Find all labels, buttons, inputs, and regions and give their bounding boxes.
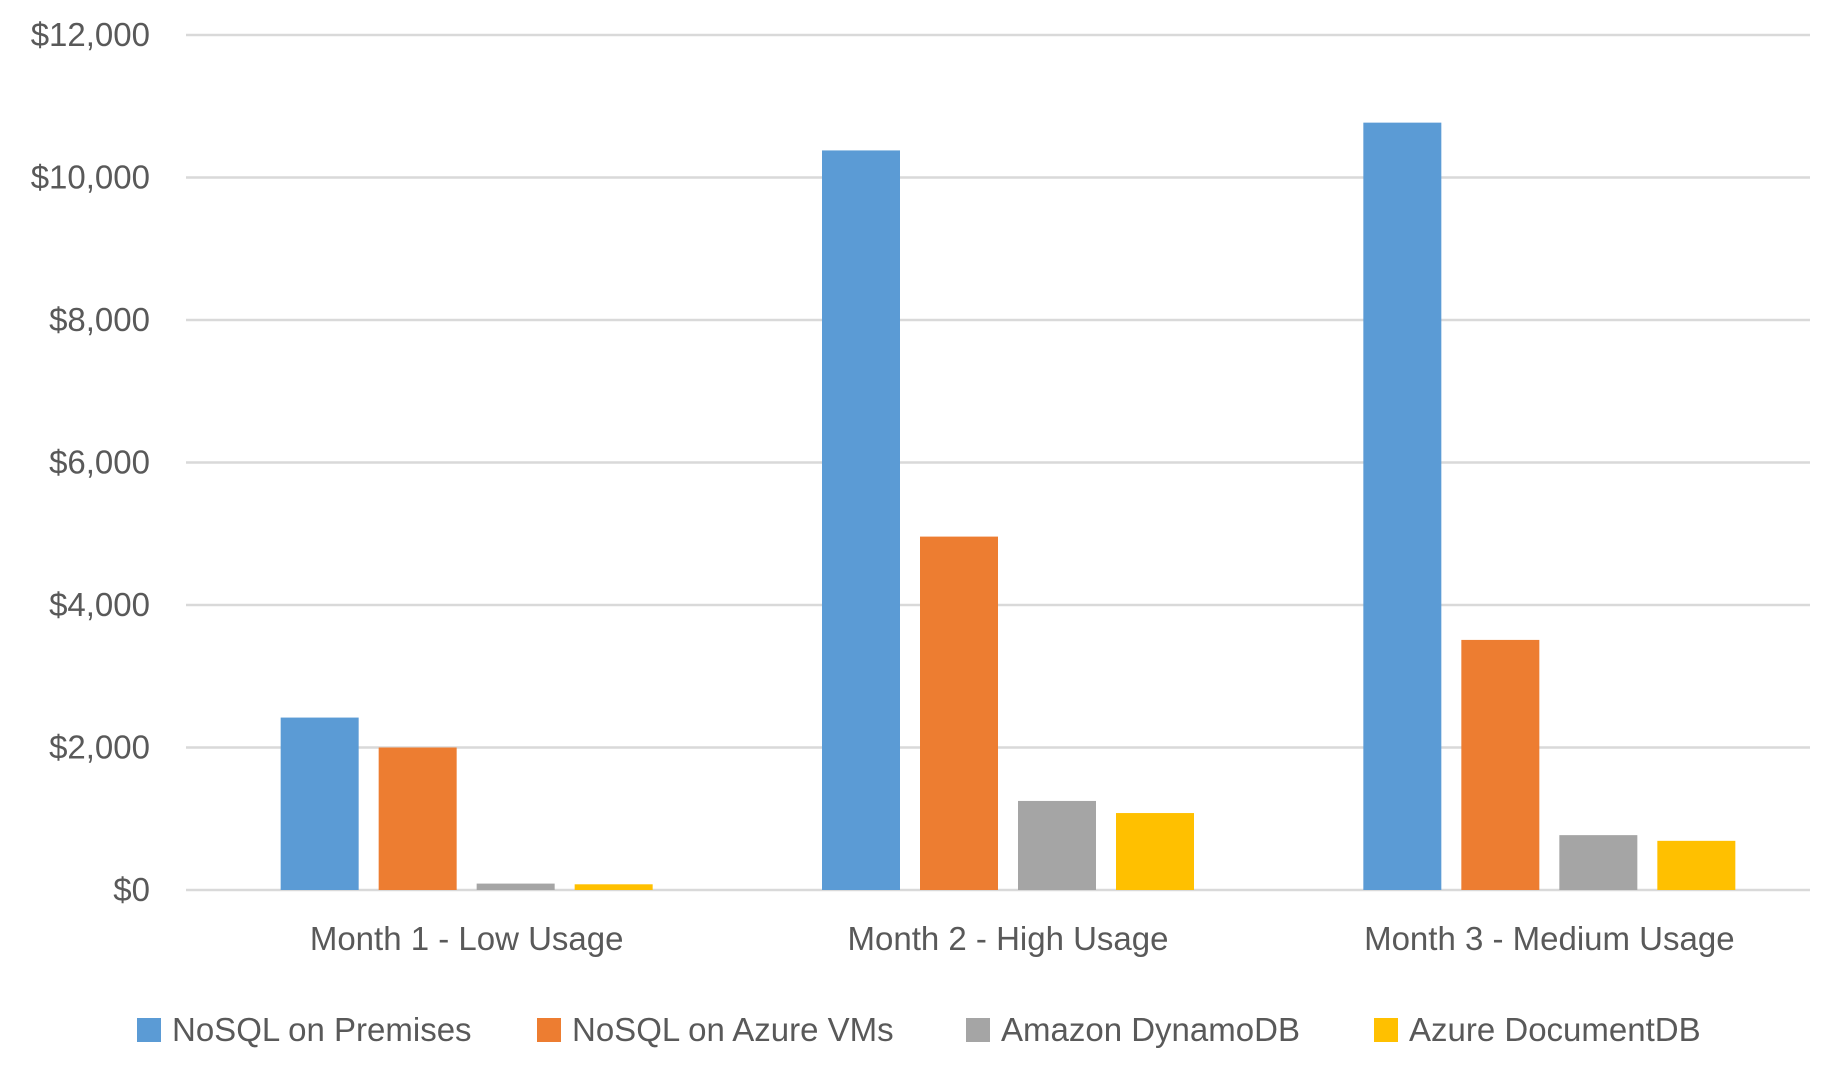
- bar-nosql-on-premises-1: [280, 717, 359, 890]
- legend-label: Azure DocumentDB: [1409, 1011, 1701, 1048]
- legend: NoSQL on Premises NoSQL on Azure VMs Amazo…: [137, 1011, 1701, 1048]
- legend-swatch: [137, 1018, 161, 1042]
- legend-label: NoSQL on Azure VMs: [572, 1011, 894, 1048]
- bars: [280, 122, 1736, 891]
- legend-item-amazon-dynamodb: Amazon DynamoDB: [966, 1011, 1300, 1048]
- bar-amazon-dynamodb-3: [1559, 835, 1638, 890]
- bar-amazon-dynamodb-1: [476, 883, 555, 890]
- legend-swatch: [966, 1018, 990, 1042]
- bar-nosql-on-azure-vms-2: [920, 536, 998, 890]
- legend-swatch: [1374, 1018, 1398, 1042]
- bar-azure-documentdb-2: [1116, 813, 1194, 890]
- bar-nosql-on-premises-2: [822, 150, 900, 891]
- y-tick-label: $0: [113, 871, 150, 908]
- legend-swatch: [537, 1018, 561, 1042]
- legend-label: NoSQL on Premises: [172, 1011, 472, 1048]
- x-category-label: Month 1 - Low Usage: [310, 920, 624, 957]
- bar-azure-documentdb-3: [1657, 840, 1736, 890]
- legend-label: Amazon DynamoDB: [1001, 1011, 1300, 1048]
- x-category-label: Month 2 - High Usage: [848, 920, 1169, 957]
- y-tick-label: $6,000: [49, 444, 150, 481]
- y-axis-tick-labels: $0 $2,000 $4,000 $6,000 $8,000 $10,000 $12,000: [31, 16, 150, 908]
- y-tick-label: $8,000: [49, 301, 150, 338]
- x-category-label: Month 3 - Medium Usage: [1364, 920, 1735, 957]
- y-tick-label: $10,000: [31, 159, 150, 196]
- bar-nosql-on-premises-3: [1363, 122, 1442, 890]
- bar-amazon-dynamodb-2: [1018, 800, 1096, 890]
- y-tick-label: $2,000: [49, 729, 150, 766]
- legend-item-azure-documentdb: Azure DocumentDB: [1374, 1011, 1701, 1048]
- bar-nosql-on-azure-vms-1: [378, 747, 457, 890]
- bar-azure-documentdb-1: [574, 884, 653, 890]
- legend-item-nosql-on-premises: NoSQL on Premises: [137, 1011, 472, 1048]
- y-tick-label: $4,000: [49, 586, 150, 623]
- legend-item-nosql-on-azure-vms: NoSQL on Azure VMs: [537, 1011, 894, 1048]
- x-axis-category-labels: Month 1 - Low Usage Month 2 - High Usage M…: [310, 920, 1735, 957]
- bar-nosql-on-azure-vms-3: [1461, 639, 1540, 890]
- y-tick-label: $12,000: [31, 16, 150, 53]
